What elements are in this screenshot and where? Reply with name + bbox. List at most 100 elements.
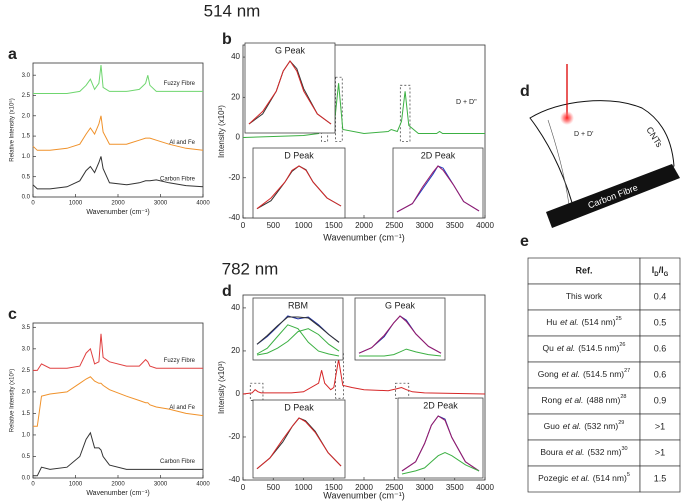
plot-frame: [32, 322, 204, 479]
y-tick-label: 3.5: [22, 325, 31, 331]
y-tick-label: 2.5: [22, 368, 31, 374]
table-ratio: >1: [655, 447, 665, 457]
y-tick-label: -20: [228, 432, 240, 441]
y-tick-label: 40: [231, 52, 240, 61]
spectrum: [242, 359, 486, 395]
schematic: [529, 64, 680, 228]
x-tick-label: 1000: [69, 201, 83, 207]
table-ref: Pozegic et al. (514 nm)5: [538, 472, 630, 483]
x-tick-label: 1000: [295, 221, 313, 230]
ref-part: et al.: [565, 395, 583, 405]
x-tick-label: 3000: [154, 201, 168, 207]
ref-part: Guo: [544, 421, 560, 431]
panel-label: a: [8, 46, 17, 63]
table-cell: [639, 283, 681, 311]
header-part: I: [652, 265, 655, 275]
x-axis-label: Wavenumber (cm⁻¹): [86, 490, 149, 497]
ref-part: (488 nm): [586, 395, 620, 405]
panel-label: b: [222, 31, 232, 48]
ref-part: (514 nm): [582, 317, 616, 327]
table-cell: [639, 361, 681, 389]
inset-curve: [401, 452, 480, 475]
y-tick-label: 2.5: [22, 93, 31, 99]
x-tick-label: 500: [267, 221, 281, 230]
inset-curve: [256, 417, 342, 470]
table-ratio: 0.5: [654, 317, 667, 327]
inset-title: D Peak: [284, 150, 314, 160]
inset-title: 2D Peak: [421, 150, 456, 160]
y-tick-label: 0.0: [22, 195, 31, 201]
inset-title: G Peak: [275, 45, 306, 55]
y-tick-label: 1.5: [22, 411, 31, 417]
ref-part: 25: [616, 316, 622, 322]
x-tick-label: 3500: [446, 221, 464, 230]
y-tick-label: -20: [228, 173, 240, 182]
table-cell: [527, 309, 641, 337]
spectrum: [33, 376, 204, 427]
inset-curve: [256, 165, 342, 210]
x-axis-label: Wavenumber (cm⁻¹): [86, 209, 149, 216]
ref-part: 26: [619, 342, 625, 348]
y-tick-label: 2.0: [22, 389, 31, 395]
table-ratio: 0.4: [654, 291, 667, 301]
inset-title: 2D Peak: [423, 400, 458, 410]
x-tick-label: 1000: [295, 483, 313, 492]
ref-part: Gong: [538, 369, 559, 379]
series-label: Al and Fe: [169, 140, 195, 146]
table-cell: [527, 413, 641, 441]
table-header: Ref.: [575, 265, 592, 275]
header-part: G: [664, 272, 669, 278]
y-tick-label: -40: [228, 475, 240, 484]
ref-part: Qu: [542, 343, 554, 353]
y-tick-label: 0.5: [22, 174, 31, 180]
inset-frame: [244, 42, 336, 134]
table-cell: [527, 283, 641, 311]
x-tick-label: 3000: [416, 483, 434, 492]
ref-part: Boura: [540, 447, 563, 457]
spectrum: [32, 115, 204, 151]
heading: 782 nm: [222, 259, 279, 278]
y-tick-label: 2.0: [22, 113, 31, 119]
y-tick-label: 3.0: [22, 346, 31, 352]
inset-curve: [401, 415, 480, 472]
panel-label: c: [8, 306, 17, 323]
y-tick-label: 1.0: [22, 433, 31, 439]
ref-part: 27: [624, 368, 630, 374]
x-tick-label: 2500: [385, 483, 403, 492]
x-tick-label: 4000: [476, 483, 494, 492]
table-cell: [639, 335, 681, 363]
inset-curve: [256, 324, 340, 357]
zoom-box: [249, 382, 264, 401]
header-part: D: [654, 272, 659, 278]
table-ref: Hu et al. (514 nm)25: [546, 316, 621, 327]
table-cell: [527, 335, 641, 363]
ref-part: et al.: [560, 317, 578, 327]
ref-part: 5: [627, 472, 630, 478]
y-axis-label: Relative Intensity (x10⁵): [9, 98, 16, 162]
x-tick-label: 1000: [69, 482, 83, 488]
inset-title: RBM: [288, 300, 308, 310]
y-tick-label: 0: [236, 389, 241, 398]
x-tick-label: 2000: [355, 221, 373, 230]
table-ratio: 0.6: [654, 369, 667, 379]
table-ref: Rong et al. (488 nm)28: [542, 394, 627, 405]
panel-label: d: [520, 83, 530, 100]
ref-part: Rong: [542, 395, 563, 405]
y-tick-label: 20: [231, 92, 240, 101]
x-tick-label: 2000: [111, 201, 125, 207]
inset-curve: [248, 60, 332, 125]
x-axis-label: Wavenumber (cm⁻¹): [323, 490, 404, 500]
inset-curve: [256, 316, 340, 345]
table-ref: Qu et al. (514.5 nm)26: [542, 342, 625, 353]
ref-part: (514.5 nm): [578, 343, 619, 353]
y-tick-label: 3.0: [22, 73, 31, 79]
ref-part: et al.: [571, 473, 589, 483]
table-ref: Gong et al. (514.5 nm)27: [538, 368, 630, 379]
ref-part: et al.: [557, 343, 575, 353]
ref-part: 29: [618, 420, 624, 426]
y-tick-label: -40: [228, 213, 240, 222]
panel-label: d: [222, 283, 232, 300]
ref-part: Pozegic: [538, 473, 569, 483]
sheet-fold: [547, 119, 571, 213]
